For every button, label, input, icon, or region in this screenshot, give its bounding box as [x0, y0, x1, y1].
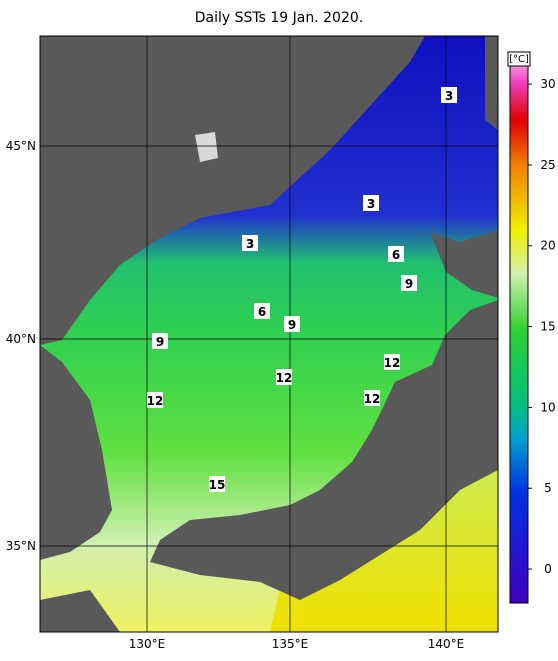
- contour-label: 9: [156, 335, 164, 349]
- colorbar-tick-label: 10: [540, 400, 555, 414]
- colorbar-tick-label: 0: [544, 562, 552, 576]
- latitude-label: 35°N: [6, 539, 36, 553]
- contour-label-box: [209, 476, 225, 492]
- land-sakhalin: [485, 36, 498, 130]
- colorbar-tick-label: 5: [544, 481, 552, 495]
- contour-label-box: [284, 316, 300, 332]
- contour-label: 12: [364, 392, 381, 406]
- contour-label-box: [388, 246, 404, 262]
- colorbar-ticks: 0 5 10 15 20 25 30: [528, 77, 556, 576]
- contour-label: 15: [209, 478, 226, 492]
- contour-label: 9: [405, 277, 413, 291]
- colorbar-unit: [°C]: [509, 54, 529, 65]
- contour-label: 12: [147, 394, 164, 408]
- contour-label: 6: [392, 248, 400, 262]
- colorbar-tick-label: 15: [540, 320, 555, 334]
- contour-label: 3: [445, 89, 453, 103]
- contour-labels: 3 3 3 6 6 9 9 9 12 12 12 12 15: [147, 87, 457, 492]
- contour-label-box: [254, 303, 270, 319]
- land-hokkaido: [430, 230, 498, 298]
- longitude-label: 130°E: [129, 637, 166, 651]
- contour-label: 6: [258, 305, 266, 319]
- contour-label-box: [441, 87, 457, 103]
- graticule: 45°N 40°N 35°N 130°E 135°E 140°E: [6, 36, 498, 651]
- contour-label-box: [384, 354, 400, 370]
- longitude-label: 135°E: [272, 637, 309, 651]
- contour-label-box: [364, 390, 380, 406]
- contour-label: 12: [384, 356, 401, 370]
- land-kyushu: [40, 590, 120, 632]
- contour-label-box: [363, 195, 379, 211]
- longitude-label: 140°E: [428, 637, 465, 651]
- colorbar-tick-label: 30: [540, 77, 555, 91]
- land-honshu: [150, 300, 498, 600]
- contour-label: 9: [288, 318, 296, 332]
- contour-label-box: [147, 392, 163, 408]
- map-frame: [39, 35, 499, 633]
- colorbar-tick-label: 20: [540, 239, 555, 253]
- colorbar: [509, 54, 529, 604]
- contour-label: 3: [246, 237, 254, 251]
- contour-label: 12: [276, 371, 293, 385]
- contour-label-box: [276, 369, 292, 385]
- colorbar-tick-label: 25: [540, 158, 555, 172]
- colorbar-unit-box: [507, 51, 531, 67]
- latitude-label: 45°N: [6, 139, 36, 153]
- contour-label: 3: [367, 197, 375, 211]
- latitude-label: 40°N: [6, 332, 36, 346]
- map-area: [40, 36, 498, 632]
- lake: [195, 132, 218, 162]
- contour-label-box: [242, 235, 258, 251]
- map-title: Daily SSTs 19 Jan. 2020.: [195, 10, 363, 26]
- contour-label-box: [401, 275, 417, 291]
- land-korea: [40, 345, 112, 560]
- land-continent: [40, 36, 425, 345]
- contour-label-box: [152, 333, 168, 349]
